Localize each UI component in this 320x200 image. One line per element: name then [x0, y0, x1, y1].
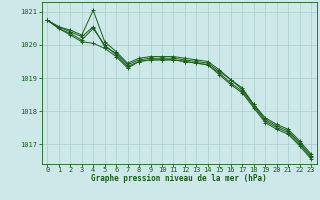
- X-axis label: Graphe pression niveau de la mer (hPa): Graphe pression niveau de la mer (hPa): [91, 174, 267, 183]
